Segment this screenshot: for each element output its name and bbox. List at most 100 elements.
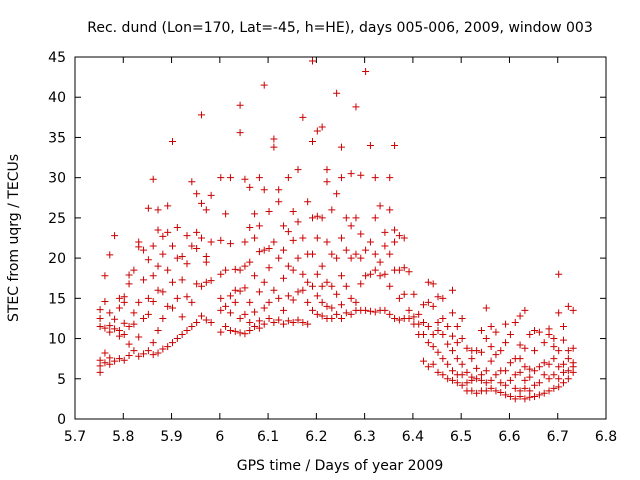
data-point xyxy=(482,379,490,387)
data-point xyxy=(294,316,302,324)
data-point xyxy=(135,298,143,306)
data-point xyxy=(569,359,577,367)
data-point xyxy=(386,206,394,214)
data-point xyxy=(217,236,225,244)
data-point xyxy=(434,348,442,356)
data-point xyxy=(144,310,152,318)
data-point xyxy=(540,389,548,397)
data-point xyxy=(468,355,476,363)
data-point xyxy=(328,304,336,312)
data-point xyxy=(516,312,524,320)
data-point xyxy=(299,113,307,121)
data-point xyxy=(444,340,452,348)
data-point xyxy=(149,298,157,306)
data-point xyxy=(511,395,519,403)
data-point xyxy=(434,327,442,335)
data-point xyxy=(246,298,254,306)
data-point xyxy=(159,232,167,240)
data-point xyxy=(183,327,191,335)
x-tick-label: 6.8 xyxy=(595,429,617,445)
data-point xyxy=(391,238,399,246)
data-point xyxy=(125,322,133,330)
data-point xyxy=(531,392,539,400)
data-point xyxy=(183,293,191,301)
data-point xyxy=(386,174,394,182)
data-point xyxy=(294,166,302,174)
data-point xyxy=(135,352,143,360)
data-point xyxy=(226,327,234,335)
data-point xyxy=(318,123,326,131)
data-point xyxy=(328,314,336,322)
data-point xyxy=(280,320,288,328)
data-point xyxy=(251,272,259,280)
data-point xyxy=(511,384,519,392)
data-point xyxy=(120,356,128,364)
data-point xyxy=(217,270,225,278)
data-point xyxy=(468,387,476,395)
data-point xyxy=(309,306,317,314)
data-point xyxy=(96,306,104,314)
data-point xyxy=(289,296,297,304)
data-point xyxy=(405,268,413,276)
data-point xyxy=(521,344,529,352)
y-tick-label: 40 xyxy=(48,90,66,106)
data-point xyxy=(169,137,177,145)
data-point xyxy=(207,277,215,285)
data-point xyxy=(289,318,297,326)
data-point xyxy=(357,254,365,262)
data-point xyxy=(502,367,510,375)
data-point xyxy=(564,302,572,310)
data-point xyxy=(366,270,374,278)
data-point xyxy=(207,238,215,246)
y-tick-label: 35 xyxy=(48,130,66,146)
data-point xyxy=(193,228,201,236)
data-point xyxy=(318,214,326,222)
data-point xyxy=(246,183,254,191)
data-point xyxy=(309,282,317,290)
data-point xyxy=(226,309,234,317)
data-point xyxy=(323,166,331,174)
data-point xyxy=(463,368,471,376)
data-point xyxy=(545,375,553,383)
data-point xyxy=(125,280,133,288)
data-point xyxy=(429,280,437,288)
data-point xyxy=(463,379,471,387)
data-point xyxy=(516,341,524,349)
data-point xyxy=(545,360,553,368)
data-point xyxy=(197,282,205,290)
data-point xyxy=(241,238,249,246)
data-point xyxy=(260,320,268,328)
data-point xyxy=(299,286,307,294)
data-point xyxy=(101,272,109,280)
data-point xyxy=(255,288,263,296)
data-point xyxy=(255,174,263,182)
data-point xyxy=(376,202,384,210)
data-point xyxy=(347,170,355,178)
data-point xyxy=(178,276,186,284)
data-point xyxy=(560,379,568,387)
data-point xyxy=(106,354,114,362)
data-point xyxy=(429,343,437,351)
data-point xyxy=(241,310,249,318)
data-point xyxy=(328,282,336,290)
data-point xyxy=(260,304,268,312)
data-point xyxy=(188,322,196,330)
data-point xyxy=(304,298,312,306)
data-point xyxy=(289,266,297,274)
data-point xyxy=(391,314,399,322)
y-tick-label: 20 xyxy=(48,251,66,267)
data-point xyxy=(207,318,215,326)
data-point xyxy=(130,266,138,274)
data-point xyxy=(473,375,481,383)
data-point xyxy=(424,298,432,306)
data-point xyxy=(444,375,452,383)
data-point xyxy=(251,322,259,330)
data-point xyxy=(342,282,350,290)
data-point xyxy=(106,360,114,368)
data-point xyxy=(371,266,379,274)
data-point xyxy=(255,222,263,230)
data-point xyxy=(333,89,341,97)
data-point xyxy=(560,368,568,376)
data-point xyxy=(270,143,278,151)
data-point xyxy=(313,270,321,278)
